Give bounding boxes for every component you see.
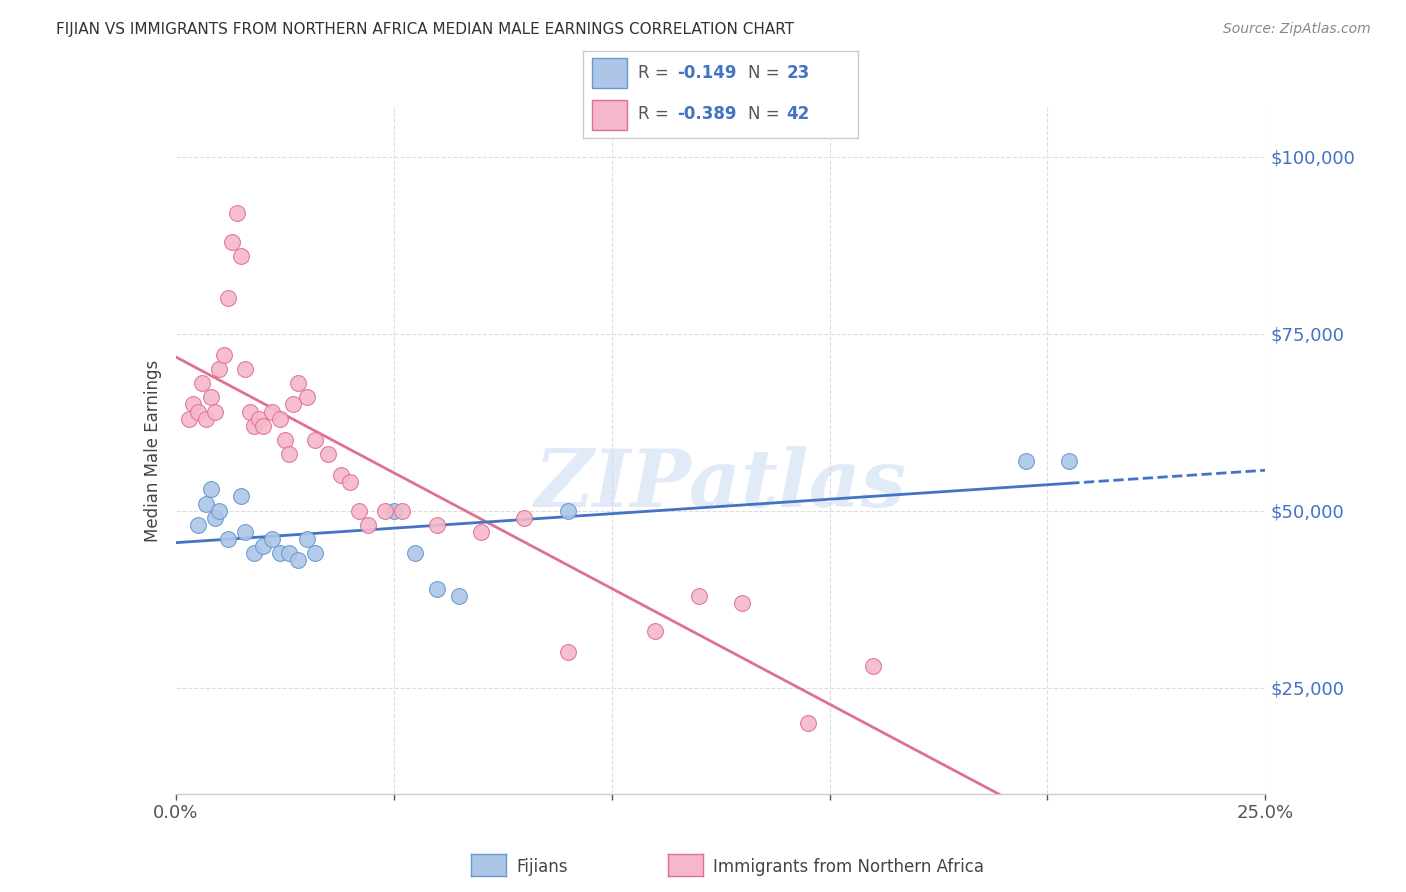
Point (195, 497, 218, 511)
Text: 23: 23 (786, 63, 810, 82)
Point (235, 362, 257, 376)
Text: FIJIAN VS IMMIGRANTS FROM NORTHERN AFRICA MEDIAN MALE EARNINGS CORRELATION CHART: FIJIAN VS IMMIGRANTS FROM NORTHERN AFRIC… (56, 22, 794, 37)
Point (557, 645, 579, 659)
Text: 42: 42 (786, 104, 810, 123)
Point (221, 235, 243, 249)
Point (513, 510, 536, 524)
Point (191, 376, 214, 391)
Point (212, 348, 235, 362)
Point (283, 397, 305, 411)
Text: R =: R = (638, 63, 675, 82)
Point (295, 390, 318, 404)
Point (269, 411, 291, 425)
Text: N =: N = (748, 104, 785, 123)
Point (208, 503, 231, 517)
Point (186, 517, 209, 532)
Point (330, 468, 353, 483)
Point (208, 362, 231, 376)
Point (405, 546, 427, 560)
Point (204, 404, 226, 418)
Point (470, 524, 492, 539)
Point (186, 404, 209, 418)
Text: Immigrants from Northern Africa: Immigrants from Northern Africa (713, 858, 984, 876)
Point (644, 624, 666, 638)
Point (304, 546, 326, 560)
Point (243, 546, 266, 560)
Text: ZIPatlas: ZIPatlas (534, 446, 907, 524)
Text: Fijians: Fijians (516, 858, 568, 876)
Point (339, 475, 361, 490)
Point (278, 447, 301, 461)
Point (200, 390, 222, 404)
Point (217, 532, 239, 546)
Point (557, 503, 579, 517)
Point (287, 376, 309, 391)
Point (252, 418, 274, 433)
Point (225, 206, 247, 220)
Point (374, 503, 396, 517)
Point (231, 490, 253, 504)
Point (356, 517, 378, 532)
Point (426, 582, 449, 596)
Point (239, 404, 262, 418)
Point (260, 404, 283, 418)
Text: -0.149: -0.149 (676, 63, 737, 82)
Text: R =: R = (638, 104, 675, 123)
Point (426, 517, 449, 532)
Point (382, 503, 405, 517)
Point (1015, 454, 1038, 468)
Point (274, 433, 297, 447)
Point (217, 291, 239, 305)
Text: Source: ZipAtlas.com: Source: ZipAtlas.com (1223, 22, 1371, 37)
Point (231, 249, 253, 263)
Point (181, 397, 204, 411)
Point (318, 447, 340, 461)
Point (204, 510, 226, 524)
Point (796, 716, 818, 731)
Point (278, 546, 301, 560)
Point (252, 539, 274, 553)
Y-axis label: Median Male Earnings: Median Male Earnings (143, 359, 162, 541)
Point (247, 411, 270, 425)
Point (862, 659, 884, 673)
Point (295, 532, 318, 546)
Point (287, 553, 309, 567)
Point (177, 411, 200, 425)
Point (200, 483, 222, 497)
Point (243, 418, 266, 433)
Point (304, 433, 326, 447)
Point (235, 524, 257, 539)
Point (731, 596, 754, 610)
Text: -0.389: -0.389 (676, 104, 737, 123)
Point (347, 503, 370, 517)
Point (1057, 454, 1080, 468)
Point (447, 589, 470, 603)
Text: N =: N = (748, 63, 785, 82)
Point (195, 411, 218, 425)
Bar (592, 58, 627, 87)
Bar (592, 100, 627, 129)
Point (269, 546, 291, 560)
Point (688, 589, 710, 603)
Point (391, 503, 413, 517)
Point (260, 532, 283, 546)
